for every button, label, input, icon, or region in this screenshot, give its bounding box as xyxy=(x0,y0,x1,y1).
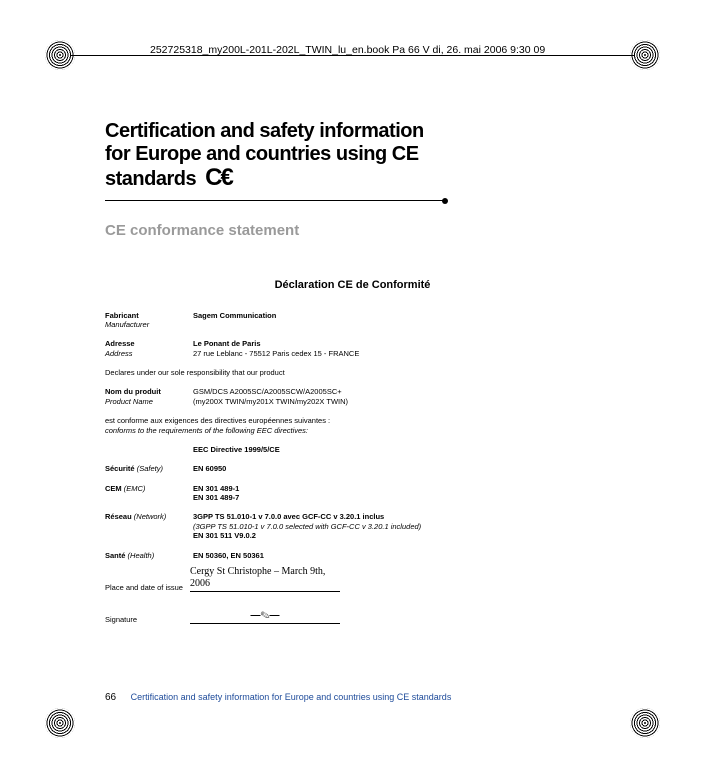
label-network-b: Réseau xyxy=(105,512,132,521)
title-line1: Certification and safety information xyxy=(105,120,600,143)
value-safety: EN 60950 xyxy=(193,464,600,473)
label-manufacturer: Fabricant Manufacturer xyxy=(105,311,193,330)
row-emc: CEM (EMC) EN 301 489-1 EN 301 489-7 xyxy=(105,484,600,503)
row-address: Adresse Address Le Ponant de Paris 27 ru… xyxy=(105,339,600,358)
label-address: Adresse Address xyxy=(105,339,193,358)
section-subhead: CE conformance statement xyxy=(105,222,600,239)
page-footer: 66 Certification and safety information … xyxy=(105,692,451,703)
label-emc-i: (EMC) xyxy=(124,484,146,493)
row-network: Réseau (Network) 3GPP TS 51.010-1 v 7.0.… xyxy=(105,512,600,540)
label-health-i: (Health) xyxy=(128,551,155,560)
declaration-title: Déclaration CE de Conformité xyxy=(105,279,600,291)
book-header: 252725318_my200L-201L-202L_TWIN_lu_en.bo… xyxy=(150,44,625,56)
page-number: 66 xyxy=(105,692,116,703)
ce-mark-icon: C€ xyxy=(205,164,232,192)
label-health-b: Santé xyxy=(105,551,125,560)
label-directive xyxy=(105,445,193,454)
row-directive: EEC Directive 1999/5/CE xyxy=(105,445,600,454)
crop-mark-bl xyxy=(45,708,75,738)
value-product: GSM/DCS A2005SC/A2005SCW/A2005SC+ (my200… xyxy=(193,387,600,406)
declaration-block: Fabricant Manufacturer Sagem Communicati… xyxy=(105,311,600,624)
page-title: Certification and safety information for… xyxy=(105,120,600,204)
value-address: Le Ponant de Paris 27 rue Leblanc - 7551… xyxy=(193,339,600,358)
title-line3: standards C€ xyxy=(105,166,600,194)
value-signature: ⎯⎯✎⎯⎯ xyxy=(190,606,340,624)
value-health: EN 50360, EN 50361 xyxy=(193,551,600,560)
value-network-i: (3GPP TS 51.010-1 v 7.0.0 selected with … xyxy=(193,522,421,531)
label-address-i: Address xyxy=(105,349,133,358)
label-safety-i: (Safety) xyxy=(137,464,163,473)
label-manufacturer-b: Fabricant xyxy=(105,311,139,320)
page-body: Certification and safety information for… xyxy=(105,120,600,624)
label-emc: CEM (EMC) xyxy=(105,484,193,503)
row-safety: Sécurité (Safety) EN 60950 xyxy=(105,464,600,473)
value-directive: EEC Directive 1999/5/CE xyxy=(193,445,600,454)
value-manufacturer-b: Sagem Communication xyxy=(193,311,276,320)
underline-bar xyxy=(105,200,445,201)
conforms-en: conforms to the requirements of the foll… xyxy=(105,426,600,435)
label-safety: Sécurité (Safety) xyxy=(105,464,193,473)
value-address-b: Le Ponant de Paris xyxy=(193,339,261,348)
title-line2: for Europe and countries using CE xyxy=(105,143,600,166)
label-network: Réseau (Network) xyxy=(105,512,193,540)
label-product-i: Product Name xyxy=(105,397,153,406)
label-manufacturer-i: Manufacturer xyxy=(105,320,149,329)
label-emc-b: CEM xyxy=(105,484,122,493)
label-safety-b: Sécurité xyxy=(105,464,135,473)
declares-line: Declares under our sole responsibility t… xyxy=(105,368,600,377)
label-place-date: Place and date of issue xyxy=(105,583,190,592)
title-line3-text: standards xyxy=(105,168,196,190)
crop-mark-br xyxy=(630,708,660,738)
label-product-b: Nom du produit xyxy=(105,387,161,396)
value-network-b2: EN 301 511 V9.0.2 xyxy=(193,531,256,540)
label-address-b: Adresse xyxy=(105,339,135,348)
value-manufacturer: Sagem Communication xyxy=(193,311,600,330)
label-signature: Signature xyxy=(105,615,190,624)
value-product-1: GSM/DCS A2005SC/A2005SCW/A2005SC+ xyxy=(193,387,342,396)
label-product: Nom du produit Product Name xyxy=(105,387,193,406)
underline-dot xyxy=(442,198,448,204)
row-product: Nom du produit Product Name GSM/DCS A200… xyxy=(105,387,600,406)
value-address-plain: 27 rue Leblanc - 75512 Paris cedex 15 - … xyxy=(193,349,359,358)
value-product-2: (my200X TWIN/my201X TWIN/my202X TWIN) xyxy=(193,397,348,406)
value-emc: EN 301 489-1 EN 301 489-7 xyxy=(193,484,600,503)
label-health: Santé (Health) xyxy=(105,551,193,560)
value-place-date: Cergy St Christophe – March 9th, 2006 xyxy=(190,574,340,592)
conforms-fr: est conforme aux exigences des directive… xyxy=(105,416,600,425)
label-network-i: (Network) xyxy=(134,512,167,521)
footer-text: Certification and safety information for… xyxy=(131,692,452,702)
title-underline xyxy=(105,198,600,204)
row-signature: Signature ⎯⎯✎⎯⎯ xyxy=(105,606,600,624)
value-network-b: 3GPP TS 51.010-1 v 7.0.0 avec GCF-CC v 3… xyxy=(193,512,384,521)
value-network: 3GPP TS 51.010-1 v 7.0.0 avec GCF-CC v 3… xyxy=(193,512,600,540)
row-manufacturer: Fabricant Manufacturer Sagem Communicati… xyxy=(105,311,600,330)
row-place-date: Place and date of issue Cergy St Christo… xyxy=(105,574,600,592)
row-health: Santé (Health) EN 50360, EN 50361 xyxy=(105,551,600,560)
